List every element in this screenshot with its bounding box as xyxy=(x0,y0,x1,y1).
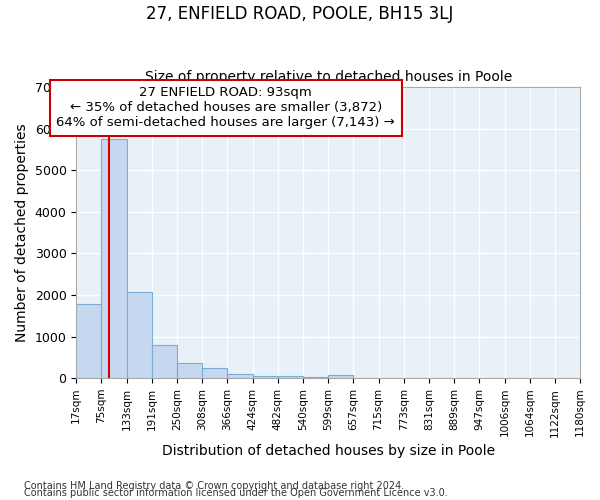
Y-axis label: Number of detached properties: Number of detached properties xyxy=(15,124,29,342)
Bar xyxy=(152,345,177,378)
Text: 27 ENFIELD ROAD: 93sqm
← 35% of detached houses are smaller (3,872)
64% of semi-: 27 ENFIELD ROAD: 93sqm ← 35% of detached… xyxy=(56,86,395,130)
X-axis label: Distribution of detached houses by size in Poole: Distribution of detached houses by size … xyxy=(161,444,495,458)
Text: Contains public sector information licensed under the Open Government Licence v3: Contains public sector information licen… xyxy=(24,488,448,498)
Bar xyxy=(101,139,127,378)
Bar xyxy=(303,377,328,378)
Bar xyxy=(328,375,353,378)
Text: 27, ENFIELD ROAD, POOLE, BH15 3LJ: 27, ENFIELD ROAD, POOLE, BH15 3LJ xyxy=(146,5,454,23)
Bar xyxy=(76,304,101,378)
Bar xyxy=(278,376,303,378)
Title: Size of property relative to detached houses in Poole: Size of property relative to detached ho… xyxy=(145,70,512,85)
Bar xyxy=(127,292,152,378)
Text: Contains HM Land Registry data © Crown copyright and database right 2024.: Contains HM Land Registry data © Crown c… xyxy=(24,481,404,491)
Bar xyxy=(227,374,253,378)
Bar xyxy=(177,362,202,378)
Bar xyxy=(253,376,278,378)
Bar xyxy=(202,368,227,378)
